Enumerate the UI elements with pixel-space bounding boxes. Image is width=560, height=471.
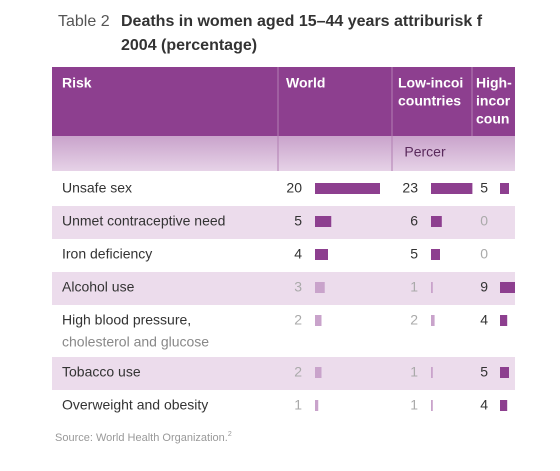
row-band [52, 357, 515, 390]
risk-label: Iron deficiency [62, 246, 152, 262]
risk-label: Overweight and obesity [62, 397, 208, 413]
source: Source: World Health Organization.2 [55, 431, 232, 444]
risk-label: cholesterol and glucose [62, 334, 209, 350]
cell-value: 5 [480, 180, 488, 196]
cell-value: 9 [480, 279, 488, 295]
cell-value: 2 [410, 312, 418, 328]
value-bar [431, 367, 433, 378]
cell-value: 4 [480, 397, 488, 413]
table-title: 2004 (percentage) [121, 37, 257, 54]
value-bar [431, 249, 440, 260]
header-band [52, 67, 515, 136]
value-bar [315, 315, 322, 326]
value-bar [315, 400, 319, 411]
cell-value: 2 [294, 312, 302, 328]
cell-value: 20 [286, 180, 302, 196]
risk-label: Unmet contraceptive need [62, 213, 225, 229]
cell-value: 1 [410, 364, 418, 380]
value-bar [431, 315, 435, 326]
column-header: High- [476, 75, 512, 91]
cell-value: 1 [294, 397, 302, 413]
value-bar [500, 400, 508, 411]
cell-value: 4 [480, 312, 488, 328]
cell-value: 5 [410, 246, 418, 262]
column-header: incor [476, 93, 511, 109]
cell-value: 5 [294, 213, 302, 229]
cell-value: 1 [410, 279, 418, 295]
unit-label: Percer [404, 144, 446, 160]
risk-label: High blood pressure, [62, 312, 191, 328]
value-bar [315, 367, 322, 378]
value-bar [315, 216, 332, 227]
risk-label: Tobacco use [62, 364, 141, 380]
cell-value: 0 [480, 246, 488, 262]
value-bar [431, 216, 442, 227]
source-note: 2 [228, 431, 232, 438]
cell-value: 3 [294, 279, 302, 295]
cell-value: 6 [410, 213, 418, 229]
cell-value: 2 [294, 364, 302, 380]
cell-value: 1 [410, 397, 418, 413]
column-header: World [286, 75, 325, 91]
value-bar [315, 282, 325, 293]
value-bar [431, 400, 433, 411]
value-bar [500, 282, 515, 293]
value-bar [500, 367, 509, 378]
row-band [52, 272, 515, 305]
value-bar [500, 183, 509, 194]
column-header: Risk [62, 75, 92, 91]
risk-label: Alcohol use [62, 279, 135, 295]
cell-value: 23 [402, 180, 418, 196]
risk-label: Unsafe sex [62, 180, 132, 196]
cell-value: 0 [480, 213, 488, 229]
source-text: Source: World Health Organization. [55, 432, 228, 444]
table: Percer Risk World Low-incoi countries High-i… [52, 67, 515, 413]
value-bar [431, 183, 473, 194]
value-bar [431, 282, 433, 293]
value-bar [500, 315, 508, 326]
column-header: countries [398, 93, 461, 109]
cell-value: 5 [480, 364, 488, 380]
unit-band [52, 136, 515, 171]
table-title: Deaths in women aged 15–44 years attribu… [121, 13, 483, 30]
value-bar [315, 183, 380, 194]
value-bar [315, 249, 328, 260]
table-number: Table 2 [58, 13, 110, 30]
cell-value: 4 [294, 246, 302, 262]
column-header: coun [476, 111, 509, 127]
column-header: Low-incoi [398, 75, 463, 91]
